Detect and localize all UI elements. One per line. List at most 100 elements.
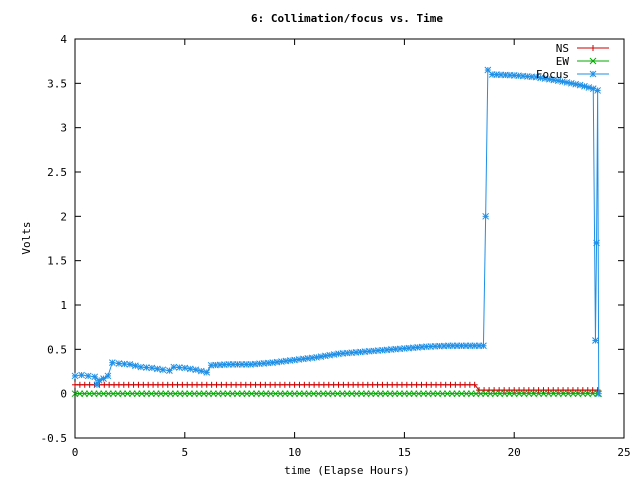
y-tick-label: 3 xyxy=(60,122,67,135)
marker-stroke xyxy=(195,390,203,398)
data-point xyxy=(424,390,432,398)
y-tick-label: 1.5 xyxy=(47,255,67,268)
data-point xyxy=(410,390,418,398)
data-point xyxy=(405,390,413,398)
x-tick-label: 0 xyxy=(72,446,79,459)
marker-stroke xyxy=(256,360,263,368)
marker-stroke xyxy=(321,352,329,360)
series-line xyxy=(74,68,600,394)
data-point xyxy=(157,390,165,398)
marker-stroke xyxy=(186,390,193,398)
marker-stroke xyxy=(357,348,364,356)
data-point xyxy=(233,390,241,398)
marker-stroke xyxy=(317,353,325,360)
marker-stroke xyxy=(233,390,241,398)
marker-stroke xyxy=(153,365,161,373)
data-point xyxy=(535,390,543,398)
data-point xyxy=(525,390,533,398)
data-point xyxy=(291,390,298,398)
series-ew xyxy=(71,390,602,398)
marker-stroke xyxy=(414,344,421,351)
marker-stroke xyxy=(343,390,351,398)
marker-stroke xyxy=(176,390,184,398)
marker-stroke xyxy=(81,390,88,398)
marker-stroke xyxy=(192,366,200,374)
marker-stroke xyxy=(525,390,533,398)
data-point xyxy=(496,387,503,394)
marker-stroke xyxy=(594,87,602,94)
data-point xyxy=(78,371,85,379)
marker-stroke xyxy=(386,390,394,398)
data-point xyxy=(93,381,101,389)
marker-stroke xyxy=(374,347,382,354)
data-point xyxy=(310,390,318,398)
marker-stroke xyxy=(358,390,365,398)
marker-stroke xyxy=(564,390,572,398)
marker-stroke xyxy=(484,66,492,74)
marker-stroke xyxy=(251,360,259,368)
data-point xyxy=(71,372,79,380)
marker-stroke xyxy=(214,390,222,398)
data-point xyxy=(219,390,227,398)
marker-stroke xyxy=(540,390,548,398)
data-point xyxy=(286,390,294,398)
marker-stroke xyxy=(463,390,470,398)
marker-stroke xyxy=(190,390,198,398)
data-point xyxy=(506,390,513,398)
marker-stroke xyxy=(555,390,562,398)
data-point xyxy=(119,390,127,398)
marker-stroke xyxy=(219,390,227,398)
data-point xyxy=(85,390,93,398)
series-layer xyxy=(71,66,603,398)
data-point xyxy=(486,390,494,398)
marker-stroke xyxy=(269,359,276,366)
marker-stroke xyxy=(338,390,346,398)
marker-stroke xyxy=(472,390,480,398)
data-point xyxy=(109,390,117,398)
data-point xyxy=(224,390,232,398)
legend-label-focus: Focus xyxy=(536,68,569,81)
marker-stroke xyxy=(133,390,141,398)
marker-stroke xyxy=(71,372,79,380)
data-point xyxy=(105,390,112,398)
marker-stroke xyxy=(480,342,487,350)
data-point xyxy=(148,364,156,372)
marker-stroke xyxy=(181,364,189,372)
data-point xyxy=(308,354,316,362)
marker-stroke xyxy=(372,390,380,398)
data-point xyxy=(76,390,84,398)
marker-stroke xyxy=(383,346,391,354)
marker-stroke xyxy=(405,344,413,352)
marker-stroke xyxy=(210,390,217,398)
marker-stroke xyxy=(348,349,356,357)
data-point xyxy=(132,362,139,370)
data-point xyxy=(190,390,198,398)
marker-stroke xyxy=(137,363,145,371)
marker-stroke xyxy=(589,70,597,78)
marker-stroke xyxy=(166,367,173,374)
marker-stroke xyxy=(424,390,432,398)
x-tick-label: 5 xyxy=(181,446,188,459)
data-point xyxy=(267,390,275,398)
marker-stroke xyxy=(501,390,509,398)
data-point xyxy=(592,337,599,344)
marker-stroke xyxy=(170,363,178,371)
data-point xyxy=(381,390,389,398)
marker-stroke xyxy=(108,359,116,366)
marker-stroke xyxy=(458,390,466,398)
marker-stroke xyxy=(181,390,189,398)
marker-stroke xyxy=(453,390,461,398)
data-point xyxy=(530,390,538,398)
data-point xyxy=(324,390,332,398)
marker-stroke xyxy=(410,390,418,398)
marker-stroke xyxy=(291,390,298,398)
marker-stroke xyxy=(91,373,99,381)
marker-stroke xyxy=(335,350,342,358)
marker-stroke xyxy=(339,350,347,357)
marker-stroke xyxy=(589,85,597,93)
marker-stroke xyxy=(305,390,313,398)
marker-stroke xyxy=(128,390,136,398)
data-point xyxy=(81,390,88,398)
data-point xyxy=(540,390,548,398)
marker-stroke xyxy=(200,390,208,398)
